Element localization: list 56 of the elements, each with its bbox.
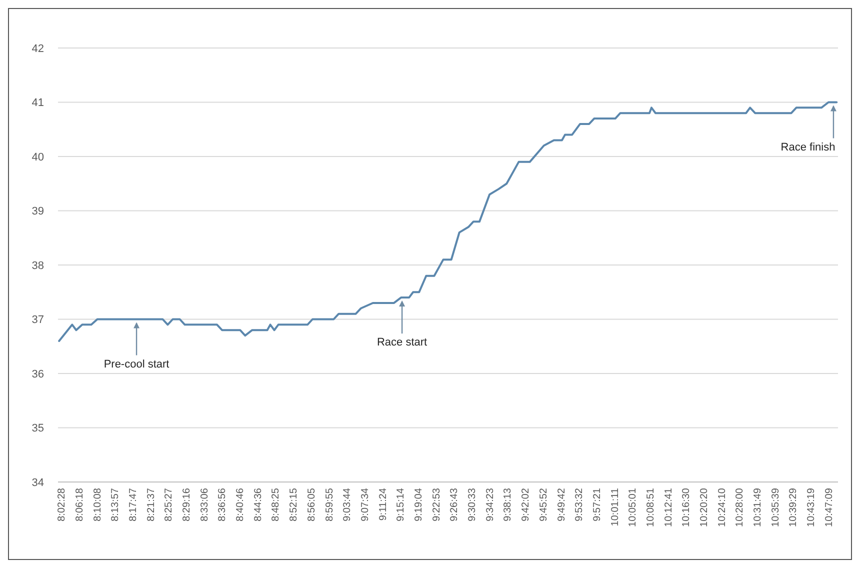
x-tick-label: 8:36:56 [217, 488, 228, 522]
x-tick-label: 10:47:09 [824, 488, 835, 527]
x-tick-label: 10:05:01 [628, 488, 639, 527]
y-tick-label: 39 [32, 206, 44, 218]
x-tick-label: 8:48:25 [270, 488, 282, 522]
y-tick-label: 34 [32, 476, 44, 489]
annotation: Pre-cool start [104, 358, 170, 370]
x-tick-label: 8:21:37 [146, 488, 157, 522]
x-tick-label: 8:52:15 [288, 488, 300, 522]
x-tick-label: 10:16:30 [681, 488, 692, 527]
x-tick-label: 8:29:16 [181, 488, 192, 522]
x-tick-label: 9:57:21 [592, 488, 603, 522]
x-tick-label: 8:06:18 [74, 488, 86, 522]
x-tick-label: 10:35:39 [770, 488, 782, 527]
x-tick-label: 8:40:46 [235, 488, 246, 522]
x-tick-label: 10:31:49 [752, 488, 764, 527]
x-tick-label: 9:34:23 [484, 488, 496, 522]
x-tick-label: 8:56:05 [306, 488, 318, 522]
x-tick-label: 8:17:47 [128, 488, 139, 522]
x-tick-label: 9:53:32 [574, 488, 586, 522]
x-tick-label: 9:03:44 [342, 488, 354, 522]
x-tick-label: 9:15:14 [396, 488, 407, 522]
x-tick-label: 10:20:20 [699, 488, 710, 527]
y-tick-label: 36 [32, 368, 44, 380]
x-tick-label: 8:59:55 [324, 488, 336, 522]
x-tick-label: 9:22:53 [431, 488, 442, 522]
x-tick-label: 9:07:34 [360, 488, 371, 522]
x-tick-label: 8:25:27 [164, 488, 175, 522]
x-tick-label: 10:28:00 [734, 488, 746, 527]
annotation: Race finish [780, 141, 836, 154]
x-tick-label: 9:19:04 [414, 488, 425, 522]
x-tick-label: 10:39:29 [788, 488, 800, 527]
x-tick-label: 10:01:11 [610, 488, 621, 526]
x-tick-label: 10:12:41 [663, 488, 674, 527]
x-tick-label: 9:38:13 [502, 488, 514, 522]
x-tick-label: 8:10:08 [92, 488, 104, 522]
x-tick-label: 8:33:06 [199, 488, 210, 522]
x-tick-label: 9:11:24 [378, 488, 389, 521]
y-tick-label: 37 [32, 314, 44, 326]
y-tick-label: 41 [32, 97, 44, 110]
x-tick-label: 8:02:28 [56, 488, 68, 522]
x-tick-label: 8:44:36 [252, 488, 264, 522]
annotation: Race start [376, 336, 428, 349]
x-tick-label: 8:13:57 [110, 488, 122, 522]
x-tick-label: 9:45:52 [538, 488, 550, 522]
x-tick-label: 9:26:43 [449, 488, 460, 522]
x-tick-label: 9:30:33 [467, 488, 478, 522]
y-tick-label: 42 [32, 42, 44, 55]
x-tick-label: 10:43:19 [806, 488, 818, 527]
y-tick-label: 40 [32, 151, 44, 164]
x-tick-label: 9:49:42 [556, 488, 568, 522]
x-tick-label: 10:24:10 [716, 488, 728, 527]
x-tick-label: 10:08:51 [645, 488, 656, 527]
x-tick-label: 9:42:02 [520, 488, 532, 522]
y-tick-label: 35 [32, 422, 44, 435]
y-tick-label: 38 [32, 260, 44, 272]
